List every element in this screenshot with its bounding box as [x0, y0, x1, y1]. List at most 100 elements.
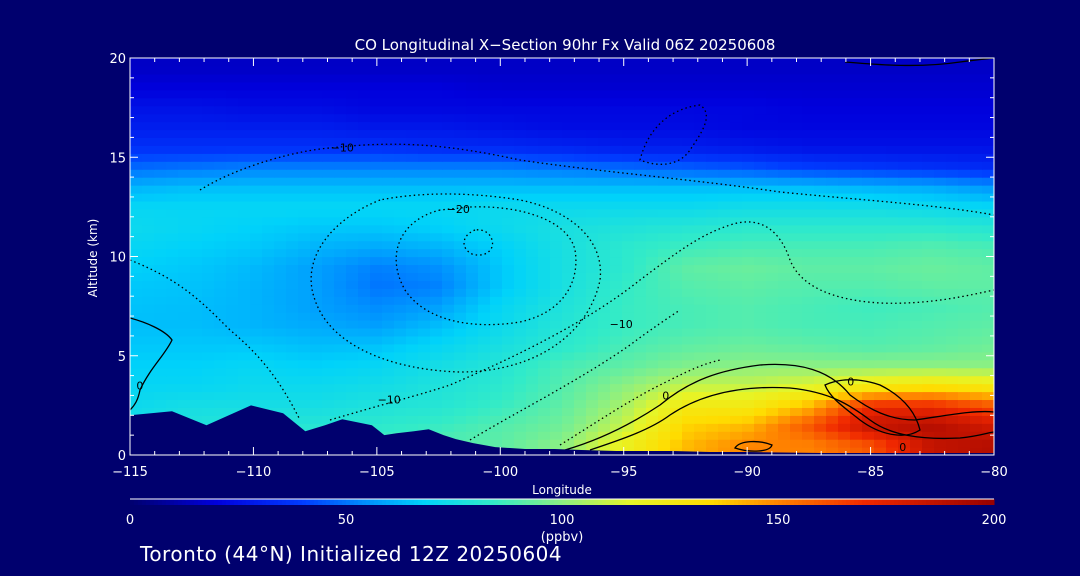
field-cell [598, 423, 611, 432]
field-cell [538, 200, 551, 210]
field-cell [598, 383, 611, 393]
colorbar-segment [350, 499, 355, 505]
field-cell [490, 280, 503, 289]
field-cell [178, 224, 191, 234]
field-cell [466, 391, 479, 401]
field-cell [130, 89, 143, 99]
field-cell [478, 351, 491, 361]
field-cell [250, 312, 263, 321]
contour-line-zero-loop [824, 379, 921, 436]
field-cell [934, 288, 947, 297]
field-cell [358, 248, 371, 258]
field-cell [454, 232, 467, 242]
field-cell [226, 185, 239, 194]
field-cell [466, 320, 479, 329]
field-cell [706, 399, 719, 408]
field-cell [166, 304, 179, 313]
field-cell [538, 288, 551, 297]
field-cell [478, 367, 491, 377]
field-cell [946, 113, 959, 123]
colorbar-segment [434, 499, 439, 505]
field-cell [514, 335, 527, 345]
field-cell [574, 343, 587, 353]
field-cell [646, 81, 659, 91]
field-cell [310, 240, 323, 250]
field-cell [454, 105, 467, 115]
field-cell [790, 327, 803, 337]
field-cell [682, 351, 695, 361]
field-cell [934, 113, 947, 123]
field-cell [754, 65, 767, 75]
field-cell [550, 367, 563, 377]
field-cell [946, 153, 959, 162]
field-cell [742, 415, 755, 424]
field-cell [874, 335, 887, 345]
contour-lines [130, 58, 994, 452]
colorbar-segment [458, 499, 463, 505]
field-cell [490, 58, 503, 67]
field-cell [850, 391, 863, 401]
field-cell [706, 169, 719, 178]
field-cell [454, 296, 467, 305]
field-cell [982, 272, 994, 281]
field-cell [958, 58, 971, 67]
field-cell [934, 367, 947, 377]
colorbar-segment [446, 499, 451, 505]
field-cell [862, 423, 875, 432]
field-cell [478, 399, 491, 408]
field-cell [622, 113, 635, 123]
field-cell [646, 383, 659, 393]
field-cell [862, 264, 875, 273]
field-cell [334, 248, 347, 258]
field-cell [490, 367, 503, 377]
contour-label: 0 [847, 376, 854, 389]
field-cell [502, 320, 515, 329]
field-cell [154, 105, 167, 115]
field-cell [898, 304, 911, 313]
field-cell [382, 375, 395, 385]
field-cell [562, 431, 575, 440]
field-cell [262, 81, 275, 91]
field-cell [526, 208, 539, 218]
field-cell [334, 113, 347, 123]
field-cell [178, 280, 191, 289]
field-cell [634, 296, 647, 305]
field-cell [634, 192, 647, 202]
field-cell [622, 335, 635, 345]
field-cell [502, 296, 515, 305]
field-cell [874, 113, 887, 123]
field-cell [850, 177, 863, 186]
field-cell [778, 121, 791, 131]
colorbar-segment [614, 499, 619, 505]
field-cell [826, 312, 839, 321]
field-cell [682, 399, 695, 408]
field-cell [238, 81, 251, 91]
field-cell [778, 97, 791, 107]
field-cell [370, 177, 383, 186]
field-cell [526, 439, 539, 448]
colorbar-segment [490, 499, 495, 505]
field-cell [742, 431, 755, 440]
field-cell [346, 407, 359, 416]
field-cell [490, 113, 503, 123]
field-cell [694, 248, 707, 258]
field-cell [742, 81, 755, 91]
field-cell [166, 216, 179, 226]
field-cell [910, 335, 923, 345]
field-cell [898, 320, 911, 329]
field-cell [130, 327, 143, 337]
field-cell [682, 256, 695, 266]
field-cell [394, 304, 407, 313]
field-cell [946, 65, 959, 75]
field-cell [874, 383, 887, 393]
colorbar-segment [518, 499, 523, 505]
field-cell [142, 256, 155, 266]
colorbar-segment [142, 499, 147, 505]
colorbar-segment [686, 499, 691, 505]
field-cell [370, 113, 383, 123]
field-cell [346, 208, 359, 218]
field-cell [130, 343, 143, 353]
field-cell [910, 383, 923, 393]
field-cell [946, 185, 959, 194]
field-cell [262, 105, 275, 115]
